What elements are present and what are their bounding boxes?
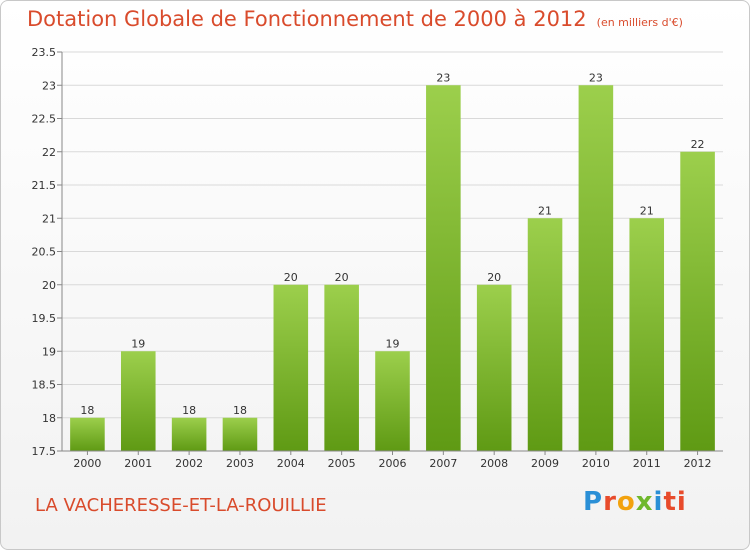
y-tick-label: 22 — [42, 146, 56, 159]
y-tick-label: 18 — [42, 412, 56, 425]
bar — [476, 284, 512, 451]
bar — [375, 351, 410, 451]
chart-title-text: Dotation Globale de Fonctionnement de 20… — [27, 7, 587, 31]
logo-letter: r — [603, 487, 617, 517]
bar-value-label: 19 — [386, 337, 400, 350]
x-tick-label: 2008 — [480, 457, 508, 470]
x-tick-label: 2012 — [684, 457, 712, 470]
y-tick-label: 21.5 — [32, 179, 57, 192]
bar-value-label: 20 — [487, 271, 501, 284]
bar-value-label: 21 — [538, 204, 552, 217]
x-tick-label: 2009 — [531, 457, 559, 470]
y-tick-label: 20 — [42, 279, 56, 292]
proxiti-logo: Proxiti — [583, 487, 687, 517]
bar-value-label: 18 — [182, 404, 196, 417]
y-tick-label: 22.5 — [32, 113, 57, 126]
y-tick-label: 17.5 — [32, 445, 57, 458]
chart-title: Dotation Globale de Fonctionnement de 20… — [27, 7, 683, 31]
logo-letter: ti — [663, 487, 687, 517]
bar-value-label: 23 — [589, 71, 603, 84]
x-tick-label: 2011 — [633, 457, 661, 470]
y-tick-label: 23 — [42, 79, 56, 92]
x-tick-label: 2000 — [73, 457, 101, 470]
logo-letter: x — [635, 487, 654, 517]
bar-value-label: 22 — [691, 138, 705, 151]
x-tick-label: 2007 — [429, 457, 457, 470]
bar — [120, 351, 156, 451]
bar-value-label: 18 — [80, 404, 94, 417]
x-tick-label: 2006 — [379, 457, 407, 470]
bar-value-label: 20 — [284, 271, 298, 284]
bar-value-label: 18 — [233, 404, 247, 417]
logo-letter: i — [653, 487, 664, 517]
bar-value-label: 20 — [335, 271, 349, 284]
y-tick-label: 23.5 — [32, 46, 57, 59]
y-tick-label: 18.5 — [32, 379, 57, 392]
x-tick-label: 2002 — [175, 457, 203, 470]
axes: 17.5 18 18.5 19 19.5 20 20.5 21 21.5 22 22.5 23 23.5… — [32, 46, 723, 470]
bar-value-label: 21 — [640, 204, 654, 217]
x-tick-label: 2005 — [328, 457, 356, 470]
logo-letter: o — [616, 487, 636, 517]
bar — [222, 417, 258, 451]
y-tick-label: 19 — [42, 345, 56, 358]
bar — [171, 417, 207, 451]
bar — [273, 284, 309, 451]
y-tick-label: 21 — [42, 212, 56, 225]
x-tick-label: 2004 — [277, 457, 305, 470]
logo-letter: P — [583, 487, 604, 517]
bar — [629, 218, 665, 451]
bar — [680, 151, 715, 451]
x-tick-label: 2001 — [124, 457, 152, 470]
bar — [527, 218, 563, 451]
chart-unit: (en milliers d'€) — [596, 16, 683, 29]
bars: 18 19 18 18 20 20 19 23 20 21 23 21 22 — [70, 71, 715, 451]
bar — [324, 284, 359, 451]
y-tick-label: 19.5 — [32, 312, 57, 325]
x-tick-label: 2003 — [226, 457, 254, 470]
bar — [578, 85, 614, 451]
bar — [426, 85, 461, 451]
bar-value-label: 23 — [436, 71, 450, 84]
commune-name: LA VACHERESSE-ET-LA-ROUILLIE — [35, 495, 327, 516]
bar — [70, 417, 105, 451]
bar-value-label: 19 — [131, 337, 145, 350]
y-tick-label: 20.5 — [32, 246, 57, 259]
x-tick-label: 2010 — [582, 457, 610, 470]
